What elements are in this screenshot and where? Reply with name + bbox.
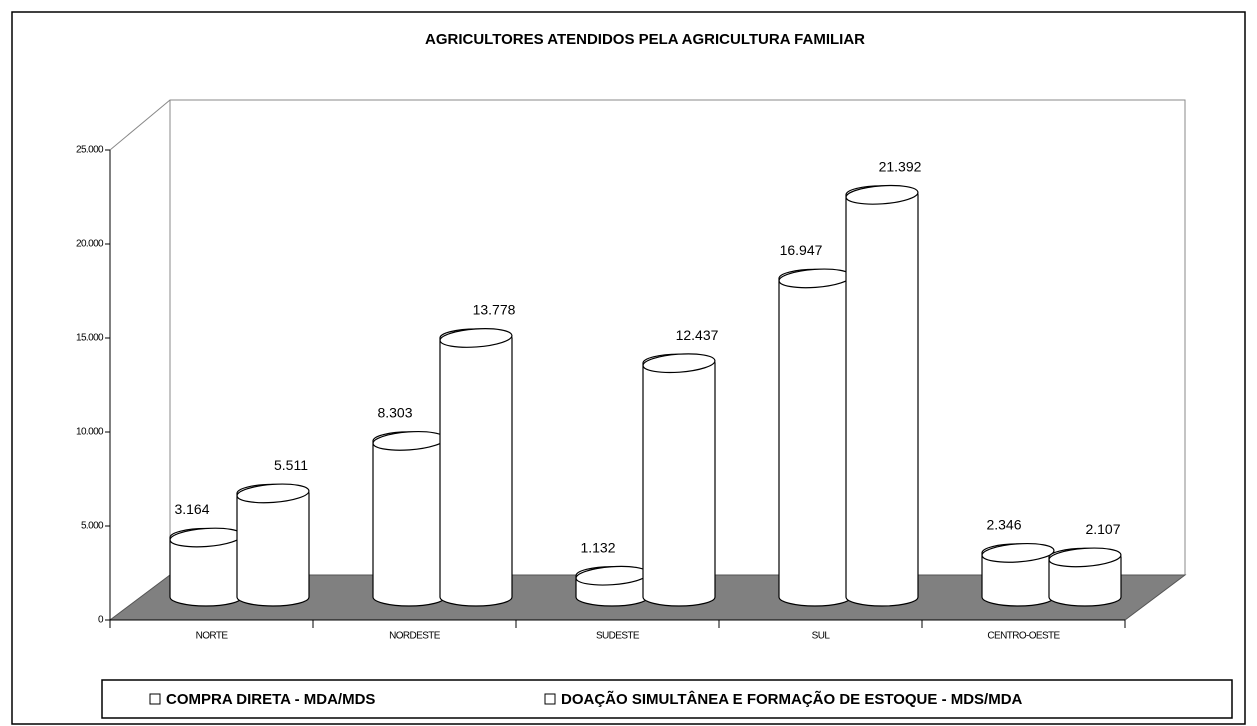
x-tick-label: SUL: [812, 631, 831, 642]
cylinder: [642, 353, 716, 607]
cylinder: [1048, 547, 1122, 607]
cylinder-body: [236, 483, 310, 607]
value-label: 21.392: [879, 159, 922, 175]
cylinder-body: [439, 328, 513, 607]
cylinder: [845, 184, 919, 607]
chart-title: AGRICULTORES ATENDIDOS PELA AGRICULTURA …: [425, 31, 865, 48]
y-tick-label: 20.000: [76, 239, 104, 250]
cylinder-top: [845, 184, 919, 205]
cylinder-top: [642, 353, 716, 374]
y-tick-label: 15.000: [76, 333, 104, 344]
y-tick-label: 0: [98, 615, 104, 626]
cylinder-top: [981, 542, 1055, 563]
cylinder: [981, 542, 1055, 607]
cylinder: [169, 527, 243, 607]
legend-label: DOAÇÃO SIMULTÂNEA E FORMAÇÃO DE ESTOQUE …: [561, 690, 1023, 708]
cylinder: [778, 268, 852, 607]
value-label: 16.947: [780, 242, 823, 258]
x-tick-label: SUDESTE: [596, 631, 640, 642]
legend-label: COMPRA DIRETA - MDA/MDS: [166, 691, 375, 708]
value-label: 1.132: [580, 539, 615, 555]
value-label: 8.303: [377, 405, 412, 421]
value-label: 3.164: [174, 501, 209, 517]
cylinder-top: [1048, 547, 1122, 568]
cylinder: [439, 328, 513, 607]
value-label: 2.346: [986, 517, 1021, 533]
legend-swatch: [544, 693, 556, 705]
cylinder-body: [642, 353, 716, 607]
back-wall: [109, 99, 1186, 575]
y-tick-label: 10.000: [76, 427, 104, 438]
cylinder-body: [778, 268, 852, 607]
cylinder-body: [845, 185, 919, 607]
x-tick-label: NORDESTE: [389, 631, 441, 642]
cylinder: [575, 565, 649, 607]
cylinder: [372, 430, 446, 607]
value-label: 12.437: [676, 327, 719, 343]
x-tick-label: CENTRO-OESTE: [987, 631, 1060, 642]
value-label: 13.778: [473, 302, 516, 318]
y-tick-label: 25.000: [76, 145, 104, 156]
value-label: 2.107: [1085, 521, 1120, 537]
x-tick-label: NORTE: [196, 631, 229, 642]
cylinder-top: [439, 328, 513, 348]
y-tick-label: 5.000: [81, 521, 104, 532]
value-label: 5.511: [274, 457, 308, 473]
legend: [101, 679, 1233, 719]
legend-swatch: [149, 693, 161, 705]
cylinder: [236, 483, 310, 607]
cylinder-body: [372, 431, 446, 607]
cylinder-top: [236, 483, 310, 504]
